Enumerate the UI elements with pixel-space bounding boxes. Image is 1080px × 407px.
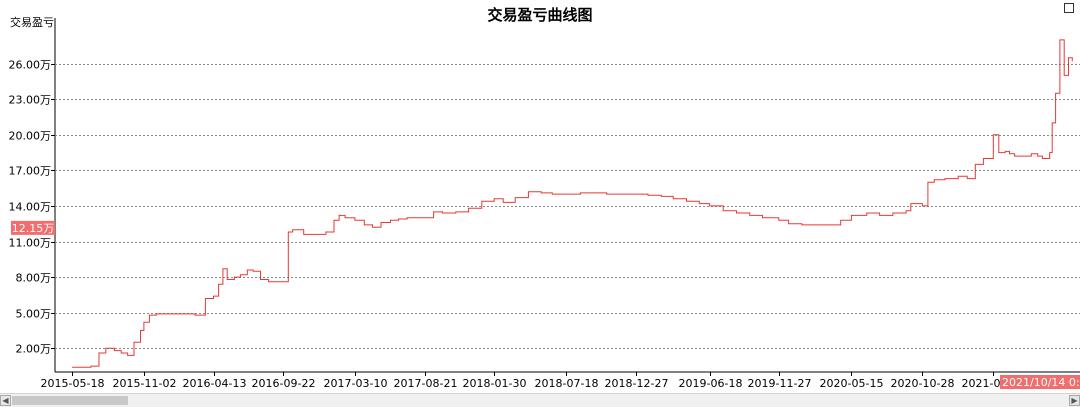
x-tick-label: 2016-09-22: [252, 377, 316, 390]
scroll-right-button[interactable]: ▶: [1069, 395, 1080, 406]
x-tick-label: 2019-06-18: [679, 377, 743, 390]
scroll-thumb[interactable]: [12, 396, 128, 405]
chart-title: 交易盈亏曲线图: [487, 6, 593, 24]
crosshair-date-badge: [1000, 375, 1080, 389]
horizontal-scrollbar[interactable]: ◀ ▶: [0, 393, 1080, 407]
y-tick-label: 2.00万: [16, 343, 52, 356]
x-tick-label: 2018-12-27: [605, 377, 669, 390]
x-tick-label: 2017-03-10: [324, 377, 388, 390]
y-tick-label: 8.00万: [16, 272, 52, 285]
x-tick-label: 2015-05-18: [41, 377, 105, 390]
maximize-icon[interactable]: [1064, 3, 1074, 13]
x-tick-label: 2019-11-27: [748, 377, 812, 390]
crosshair-date-label: 2021/10/14 0:00: [1002, 376, 1080, 389]
y-tick-label: 5.00万: [16, 308, 52, 321]
x-tick-label: 2018-07-18: [535, 377, 599, 390]
x-tick-label: 2020-10-28: [891, 377, 955, 390]
x-tick-label: 2020-05-15: [820, 377, 884, 390]
y-axis-label: 交易盈亏: [10, 16, 54, 29]
y-tick-label: 20.00万: [9, 130, 52, 143]
y-tick-label: 26.00万: [9, 59, 52, 72]
scroll-left-button[interactable]: ◀: [0, 395, 11, 406]
y-tick-label: 14.00万: [9, 201, 52, 214]
y-tick-label: 11.00万: [9, 237, 52, 250]
current-value-badge: [11, 220, 55, 235]
x-tick-label: 2017-08-21: [394, 377, 458, 390]
x-tick-label: 2018-01-30: [463, 377, 527, 390]
y-tick-label: 17.00万: [9, 165, 52, 178]
x-tick-label: 2016-04-13: [183, 377, 247, 390]
current-value-label: 12.15万: [12, 222, 55, 235]
x-tick-label: 2015-11-02: [113, 377, 177, 390]
y-tick-label: 23.00万: [9, 94, 52, 107]
equity-curve-line: [72, 39, 1073, 368]
